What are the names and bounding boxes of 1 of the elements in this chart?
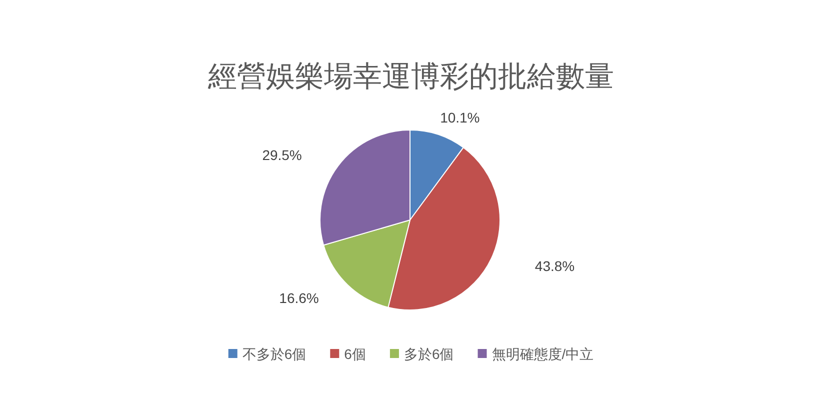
title: 經營娛樂場幸運博彩的批給數量 [208,61,614,93]
